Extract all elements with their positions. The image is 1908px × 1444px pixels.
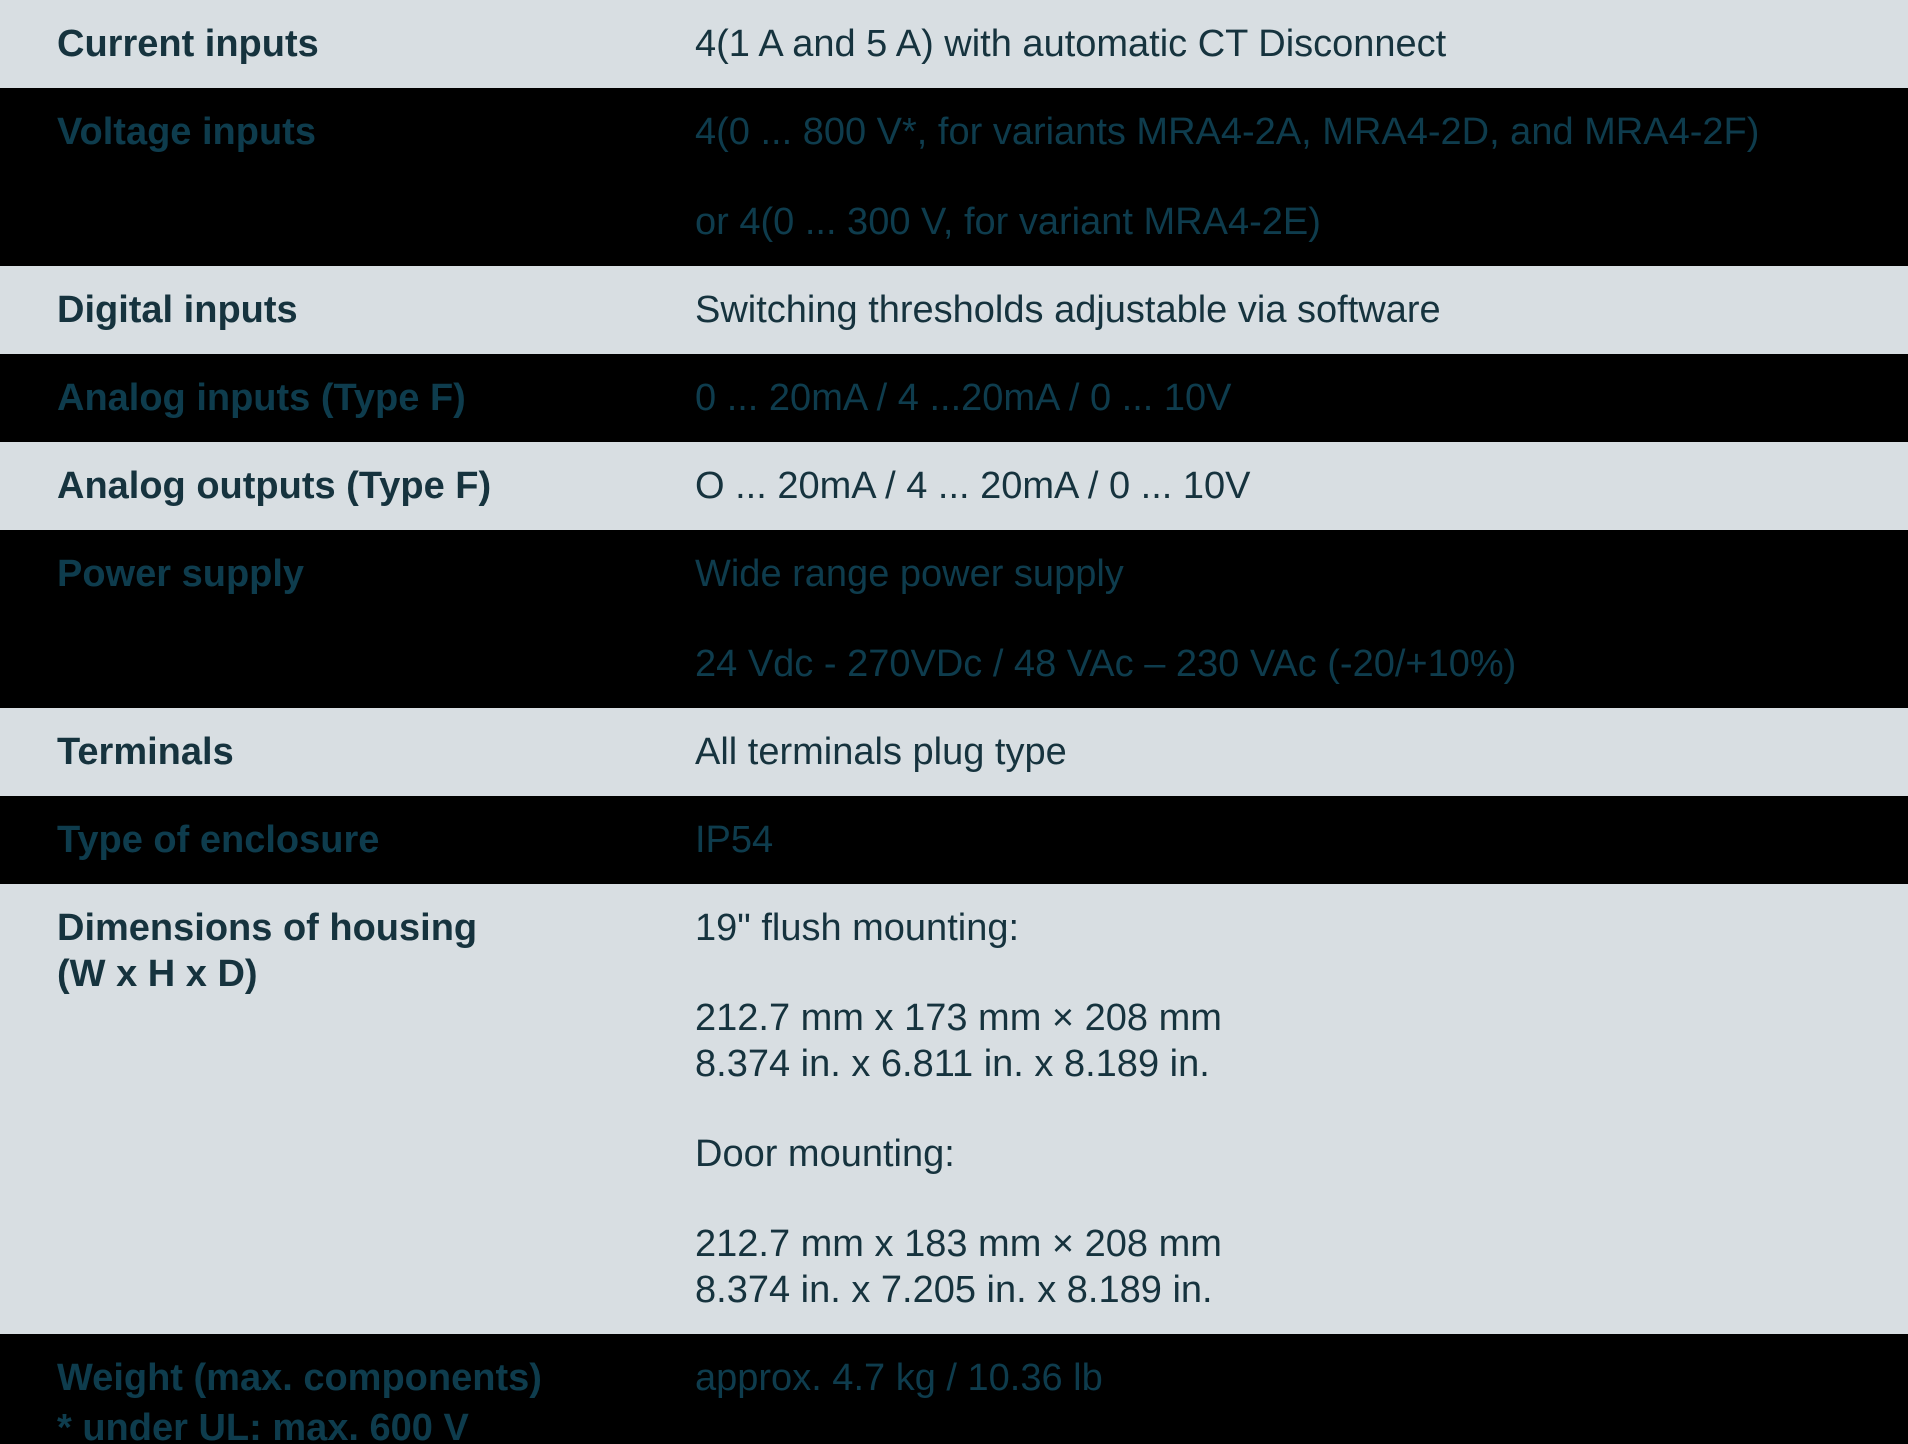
- row-label-cell: Analog inputs (Type F): [0, 375, 695, 421]
- value-paragraph: or 4(0 ... 300 V, for variant MRA4-2E): [695, 199, 1868, 245]
- row-label: Weight (max. components): [57, 1357, 542, 1399]
- value-line: 212.7 mm x 173 mm × 208 mm: [695, 997, 1222, 1039]
- table-row: Voltage inputs 4(0 ... 800 V*, for varia…: [0, 88, 1908, 266]
- value-line: 8.374 in. x 7.205 in. x 8.189 in.: [695, 1269, 1213, 1311]
- value-paragraph: Switching thresholds adjustable via soft…: [695, 287, 1868, 333]
- row-label: Power supply: [57, 553, 305, 595]
- value-line: All terminals plug type: [695, 731, 1067, 773]
- value-paragraph: 0 ... 20mA / 4 ...20mA / 0 ... 10V: [695, 375, 1868, 421]
- row-value-cell: IP54: [695, 817, 1908, 863]
- row-label-cell: Power supply: [0, 551, 695, 687]
- row-label: Voltage inputs: [57, 111, 316, 153]
- value-paragraph: Wide range power supply: [695, 551, 1868, 597]
- value-line: Switching thresholds adjustable via soft…: [695, 289, 1441, 331]
- row-value-cell: 0 ... 20mA / 4 ...20mA / 0 ... 10V: [695, 375, 1908, 421]
- table-row: Terminals All terminals plug type: [0, 708, 1908, 796]
- value-line: 4(1 A and 5 A) with automatic CT Disconn…: [695, 23, 1447, 65]
- row-label: Dimensions of housing (W x H x D): [57, 907, 478, 995]
- value-paragraph: Door mounting:: [695, 1131, 1868, 1177]
- row-label-cell: Current inputs: [0, 21, 695, 67]
- value-line: O ... 20mA / 4 ... 20mA / 0 ... 10V: [695, 465, 1251, 507]
- value-paragraph: 19" flush mounting:: [695, 905, 1868, 951]
- row-value-cell: Switching thresholds adjustable via soft…: [695, 287, 1908, 333]
- value-line: 19" flush mounting:: [695, 907, 1020, 949]
- value-line: approx. 4.7 kg / 10.36 lb: [695, 1357, 1103, 1399]
- row-label: Type of enclosure: [57, 819, 380, 861]
- table-row: Type of enclosure IP54: [0, 796, 1908, 884]
- value-paragraph: 24 Vdc - 270VDc / 48 VAc – 230 VAc (-20/…: [695, 641, 1868, 687]
- value-paragraph: approx. 4.7 kg / 10.36 lb: [695, 1355, 1868, 1401]
- table-row: Analog outputs (Type F) O ... 20mA / 4 .…: [0, 442, 1908, 530]
- table-row: Current inputs 4(1 A and 5 A) with autom…: [0, 0, 1908, 88]
- value-line: Wide range power supply: [695, 553, 1124, 595]
- value-line: 4(0 ... 800 V*, for variants MRA4-2A, MR…: [695, 111, 1760, 153]
- value-line: Door mounting:: [695, 1133, 955, 1175]
- row-label-cell: Analog outputs (Type F): [0, 463, 695, 509]
- row-label-cell: Weight (max. components) * under UL: max…: [0, 1355, 695, 1444]
- table-row: Analog inputs (Type F) 0 ... 20mA / 4 ..…: [0, 354, 1908, 442]
- row-value-cell: O ... 20mA / 4 ... 20mA / 0 ... 10V: [695, 463, 1908, 509]
- row-footnote: * under UL: max. 600 V: [57, 1407, 469, 1444]
- table-row: Dimensions of housing (W x H x D) 19" fl…: [0, 884, 1908, 1334]
- row-label-cell: Terminals: [0, 729, 695, 775]
- row-label-cell: Digital inputs: [0, 287, 695, 333]
- value-paragraph: O ... 20mA / 4 ... 20mA / 0 ... 10V: [695, 463, 1868, 509]
- value-paragraph: All terminals plug type: [695, 729, 1868, 775]
- row-label-cell: Voltage inputs: [0, 109, 695, 245]
- value-line: IP54: [695, 819, 774, 861]
- row-value-cell: 4(1 A and 5 A) with automatic CT Disconn…: [695, 21, 1908, 67]
- row-value-cell: All terminals plug type: [695, 729, 1908, 775]
- value-line: 24 Vdc - 270VDc / 48 VAc – 230 VAc (-20/…: [695, 643, 1517, 685]
- value-paragraph: 212.7 mm x 183 mm × 208 mm 8.374 in. x 7.…: [695, 1221, 1868, 1313]
- row-label: Digital inputs: [57, 289, 298, 331]
- row-label: Analog outputs (Type F): [57, 465, 492, 507]
- table-row: Weight (max. components) * under UL: max…: [0, 1334, 1908, 1444]
- row-value-cell: Wide range power supply 24 Vdc - 270VDc /…: [695, 551, 1908, 687]
- row-value-cell: 4(0 ... 800 V*, for variants MRA4-2A, MR…: [695, 109, 1908, 245]
- value-line: 212.7 mm x 183 mm × 208 mm: [695, 1223, 1222, 1265]
- row-label: Terminals: [57, 731, 234, 773]
- row-value-cell: 19" flush mounting: 212.7 mm x 173 mm × 2…: [695, 905, 1908, 1313]
- value-paragraph: IP54: [695, 817, 1868, 863]
- row-label: Analog inputs (Type F): [57, 377, 466, 419]
- value-line: 8.374 in. x 6.811 in. x 8.189 in.: [695, 1043, 1210, 1085]
- value-line: or 4(0 ... 300 V, for variant MRA4-2E): [695, 201, 1321, 243]
- value-paragraph: 4(0 ... 800 V*, for variants MRA4-2A, MR…: [695, 109, 1868, 155]
- table-row: Power supply Wide range power supply 24 V…: [0, 530, 1908, 708]
- row-label-cell: Type of enclosure: [0, 817, 695, 863]
- row-label-cell: Dimensions of housing (W x H x D): [0, 905, 695, 1313]
- value-paragraph: 4(1 A and 5 A) with automatic CT Disconn…: [695, 21, 1868, 67]
- value-paragraph: 212.7 mm x 173 mm × 208 mm 8.374 in. x 6.…: [695, 995, 1868, 1087]
- row-value-cell: approx. 4.7 kg / 10.36 lb: [695, 1355, 1908, 1444]
- table-row: Digital inputs Switching thresholds adju…: [0, 266, 1908, 354]
- value-line: 0 ... 20mA / 4 ...20mA / 0 ... 10V: [695, 377, 1232, 419]
- row-label: Current inputs: [57, 23, 319, 65]
